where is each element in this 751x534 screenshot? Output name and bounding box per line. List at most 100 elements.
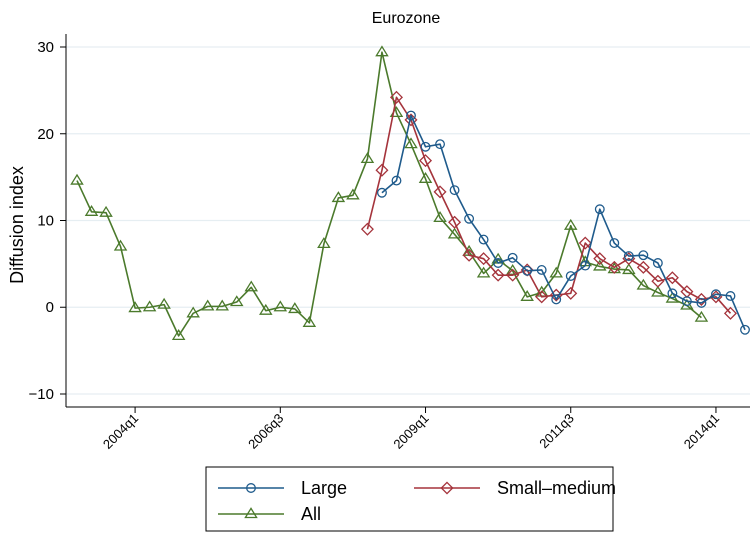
data-point-all [346,188,360,200]
x-tick-label: 2004q1 [100,411,141,452]
data-point-small-medium [448,215,462,229]
data-point-all [476,266,491,278]
data-point-all [157,297,171,309]
data-point-small-medium [360,222,374,236]
data-point-all [70,173,84,185]
data-point-all [288,302,302,314]
data-point-large [725,291,736,301]
data-point-small-medium [665,271,679,285]
data-point-large [377,187,387,198]
series-line-large [381,114,746,331]
legend-box [205,466,614,532]
chart-title: Eurozone [372,10,441,27]
data-point-large [435,139,445,150]
legend-marker-large [246,483,256,493]
data-point-small-medium [636,260,650,274]
data-point-small-medium [491,268,505,282]
legend-label-small-medium: Small–medium [497,478,616,498]
data-point-all [171,329,186,340]
data-point-large [623,251,634,262]
data-point-large [681,296,692,307]
data-point-all [331,191,346,203]
x-tick-label: 2011q3 [536,411,577,452]
data-point-all [229,295,244,307]
data-point-large [551,294,562,305]
data-point-large [464,213,475,224]
data-point-all [128,301,142,313]
data-point-all [694,310,709,322]
data-point-large [536,264,547,275]
legend-label-large: Large [301,478,347,498]
legend-item-small-medium: Small–medium [414,478,616,498]
data-point-large [478,234,489,245]
y-tick-label: 20 [37,126,54,143]
data-point-large [652,258,663,268]
data-point-all [375,45,389,57]
data-point-all [505,263,520,275]
data-point-all [563,218,578,230]
data-point-large [449,185,460,196]
data-point-small-medium [651,274,665,288]
data-point-all [142,300,157,312]
data-point-all [186,306,200,318]
legend-marker-all [244,507,258,519]
data-point-large [667,288,678,299]
series-large [377,110,750,335]
data-point-all [418,172,433,183]
data-point-large [406,110,416,121]
x-tick-label: 2009q1 [390,411,431,452]
data-point-all [665,291,680,303]
data-point-large [740,324,750,335]
data-point-small-medium [593,252,607,266]
data-point-all [113,239,128,251]
legend-item-large: Large [218,478,347,498]
x-axis-ticks: 2004q1 2006q3 2009q1 2011q3 2014q1 [100,407,722,452]
series-line-all [76,51,702,337]
data-point-all [302,316,317,327]
y-axis-ticks: −10 0 10 20 30 [29,39,66,403]
data-point-small-medium [375,163,389,177]
data-point-small-medium [462,248,476,262]
grid-lines [66,46,750,395]
data-point-all [259,303,273,315]
data-point-all [200,299,215,311]
data-point-small-medium [419,154,433,168]
data-point-large [594,204,605,215]
y-tick-label: 30 [37,39,54,56]
data-point-all [651,285,665,297]
data-point-large [580,260,591,271]
data-point-large [711,289,721,300]
data-point-all [622,263,636,275]
data-point-all [215,299,229,311]
y-axis-label: Diffusion index [7,166,27,284]
data-point-all [317,237,331,249]
data-point-all [273,300,288,312]
data-point-large [565,271,576,281]
data-point-small-medium [389,90,403,104]
data-point-small-medium [607,260,621,274]
data-point-small-medium [535,290,549,304]
data-point-small-medium [694,292,708,306]
data-point-all [84,204,99,216]
data-point-all [360,152,375,164]
x-tick-label: 2006q3 [245,411,286,452]
data-point-all [549,266,563,278]
legend-label-all: All [301,504,321,524]
data-point-all [404,137,418,149]
series-line-small-medium [366,96,732,314]
data-point-small-medium [578,236,592,250]
data-point-all [520,289,534,301]
data-point-large [391,175,402,186]
data-point-small-medium [564,286,578,300]
data-point-large [420,141,431,152]
x-tick-label: 2014q1 [681,411,722,452]
legend-item-all: All [218,504,321,524]
data-point-large [696,297,707,308]
data-point-all [593,259,607,271]
data-point-small-medium [433,185,447,199]
data-point-small-medium [723,306,737,320]
data-point-all [244,280,259,292]
series-all [70,45,709,340]
y-tick-label: 10 [37,213,54,230]
